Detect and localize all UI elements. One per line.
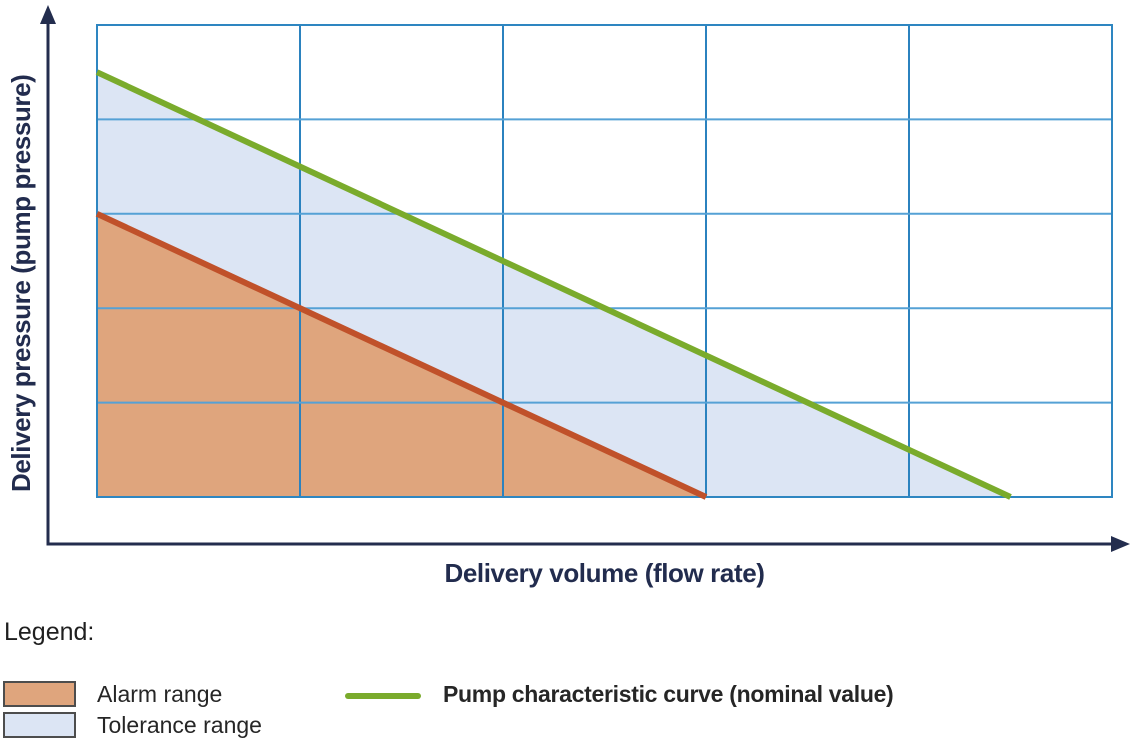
grid-border: [96, 24, 1113, 498]
tolerance-range-swatch: [3, 712, 76, 738]
x-axis-label: Delivery volume (flow rate): [444, 558, 765, 588]
nominal-curve-label: Pump characteristic curve (nominal value…: [443, 681, 894, 707]
alarm-limit-line: [95, 211, 708, 500]
chart-plot-area: [40, 5, 1130, 552]
legend-title: Legend:: [4, 618, 95, 646]
nominal-curve-line: [95, 69, 1012, 500]
tolerance-range-label: Tolerance range: [97, 712, 262, 738]
y-axis-arrow-icon: [40, 5, 56, 24]
y-axis-label: Delivery pressure (pump pressure): [6, 74, 36, 492]
nominal-curve-swatch: [345, 693, 421, 699]
alarm-range-label: Alarm range: [97, 681, 223, 707]
alarm-range-swatch: [3, 681, 76, 707]
x-axis-arrow-icon: [1111, 536, 1130, 552]
